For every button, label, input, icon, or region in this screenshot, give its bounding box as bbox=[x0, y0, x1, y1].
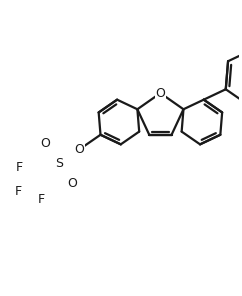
Text: O: O bbox=[155, 87, 165, 100]
Text: O: O bbox=[75, 143, 85, 156]
Text: O: O bbox=[40, 137, 50, 150]
Text: F: F bbox=[16, 161, 23, 174]
Text: O: O bbox=[68, 177, 77, 190]
Text: S: S bbox=[55, 157, 63, 170]
Text: F: F bbox=[38, 193, 45, 206]
Text: F: F bbox=[15, 185, 22, 198]
